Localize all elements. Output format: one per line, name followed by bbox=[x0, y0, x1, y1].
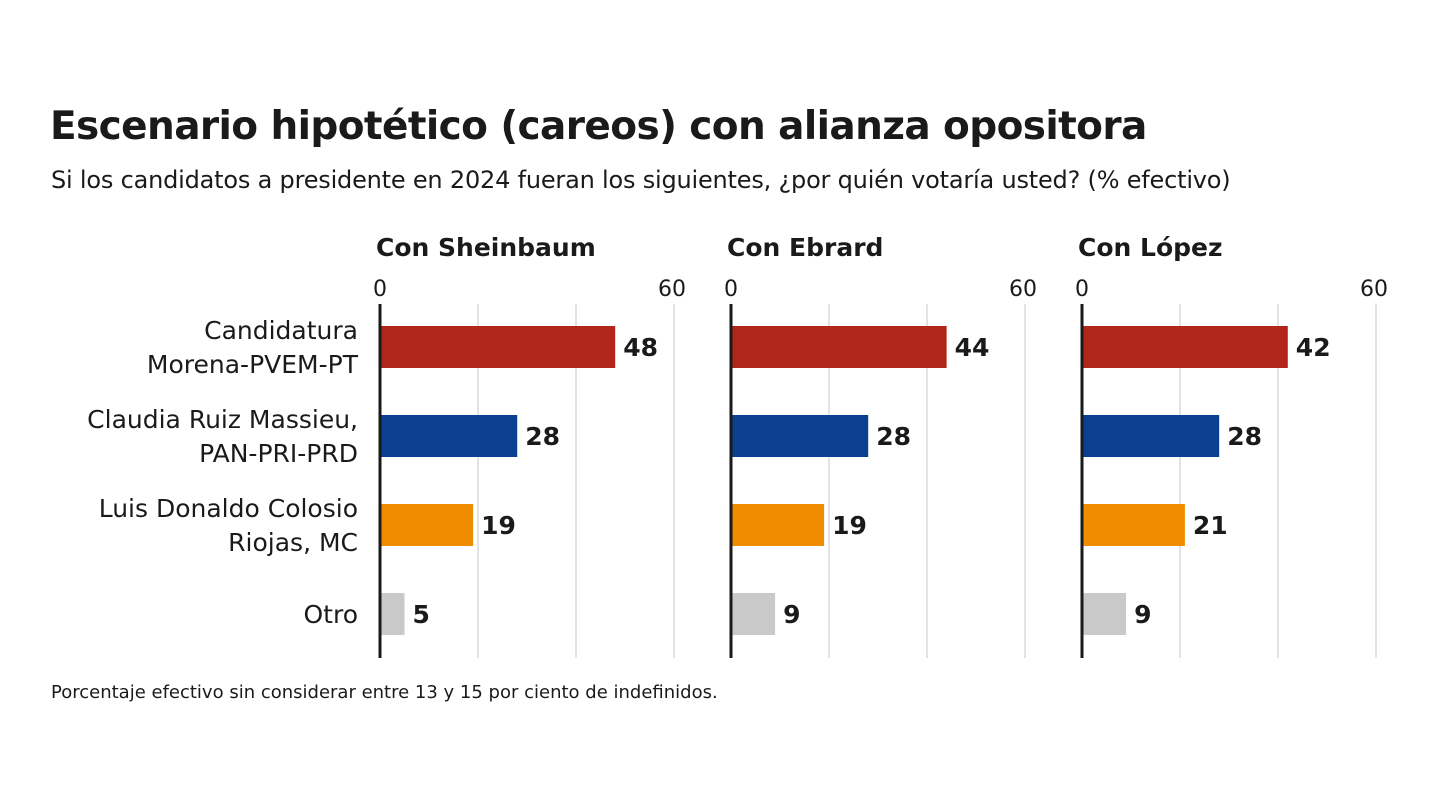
panel-title: Con López bbox=[1078, 233, 1223, 262]
bar-value-label: 28 bbox=[1227, 422, 1262, 451]
panel-title: Con Ebrard bbox=[727, 233, 883, 262]
category-label: Claudia Ruiz Massieu, bbox=[87, 405, 358, 434]
bar-value-label: 19 bbox=[481, 511, 516, 540]
tick-label: 60 bbox=[1009, 277, 1037, 302]
bar bbox=[731, 504, 825, 546]
bar bbox=[1082, 593, 1127, 635]
tick-label: 0 bbox=[724, 277, 738, 302]
bar bbox=[1082, 326, 1288, 368]
bar-value-label: 44 bbox=[955, 333, 990, 362]
category-label: Luis Donaldo Colosio bbox=[99, 494, 358, 523]
bar-value-label: 5 bbox=[413, 600, 430, 629]
bar bbox=[380, 504, 474, 546]
bar-value-label: 42 bbox=[1296, 333, 1331, 362]
chart-subtitle: Si los candidatos a presidente en 2024 f… bbox=[51, 166, 1231, 194]
bar bbox=[380, 326, 616, 368]
category-label: PAN-PRI-PRD bbox=[199, 439, 358, 468]
bar-value-label: 9 bbox=[1134, 600, 1151, 629]
bar-value-label: 28 bbox=[876, 422, 911, 451]
tick-label: 0 bbox=[373, 277, 387, 302]
bar bbox=[1082, 415, 1220, 457]
category-label: Candidatura bbox=[204, 316, 358, 345]
footnote: Porcentaje efectivo sin considerar entre… bbox=[51, 682, 718, 703]
category-label: Otro bbox=[303, 600, 358, 629]
tick-label: 60 bbox=[1360, 277, 1388, 302]
bar-value-label: 21 bbox=[1193, 511, 1228, 540]
tick-label: 0 bbox=[1075, 277, 1089, 302]
chart-title: Escenario hipotético (careos) con alianz… bbox=[50, 104, 1147, 149]
bar bbox=[1082, 504, 1185, 546]
bar-value-label: 19 bbox=[832, 511, 867, 540]
panel-title: Con Sheinbaum bbox=[376, 233, 596, 262]
bar-value-label: 28 bbox=[525, 422, 560, 451]
bar bbox=[731, 593, 776, 635]
bar bbox=[731, 415, 869, 457]
bar bbox=[731, 326, 947, 368]
bar-value-label: 48 bbox=[623, 333, 658, 362]
category-label: Morena-PVEM-PT bbox=[147, 350, 359, 379]
bar-value-label: 9 bbox=[783, 600, 800, 629]
bar bbox=[380, 415, 518, 457]
tick-label: 60 bbox=[658, 277, 686, 302]
bar bbox=[380, 593, 405, 635]
category-label: Riojas, MC bbox=[228, 528, 358, 557]
